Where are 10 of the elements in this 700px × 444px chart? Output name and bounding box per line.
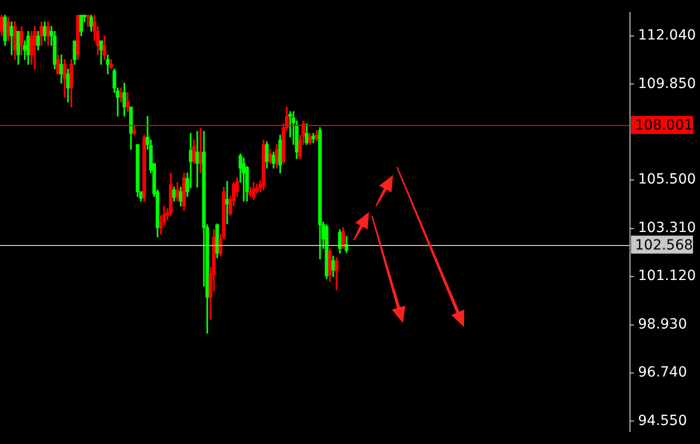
y-tick-label: 101.120 (638, 268, 696, 284)
y-tick-label: 98.930 (638, 316, 687, 332)
y-tick-label: 109.850 (638, 76, 696, 92)
y-tick-label: 96.740 (638, 364, 687, 381)
y-tick-label: 103.310 (638, 220, 696, 236)
y-tick-label: 94.550 (638, 412, 687, 429)
ref-line-label: 102.568 (635, 237, 693, 254)
y-tick-label: 112.040 (638, 28, 696, 44)
ref-line-label: 108.001 (635, 118, 693, 134)
y-tick-label: 105.500 (638, 172, 696, 188)
